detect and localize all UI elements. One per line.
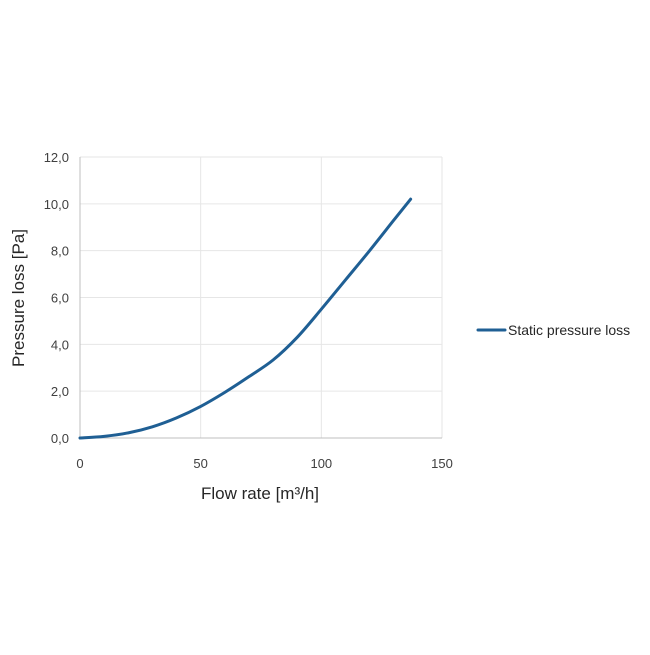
y-tick-label: 8,0: [51, 244, 69, 259]
y-tick-label: 6,0: [51, 291, 69, 306]
grid: [80, 156, 443, 438]
x-tick-label: 0: [76, 456, 83, 471]
series-group: [78, 197, 413, 440]
legend: Static pressure loss: [476, 322, 630, 338]
y-tick-label: 2,0: [51, 384, 69, 399]
x-tick-label: 100: [310, 456, 332, 471]
x-axis-title: Flow rate [m³/h]: [201, 484, 319, 503]
y-axis-title: Pressure loss [Pa]: [9, 229, 28, 367]
y-tick-label: 10,0: [44, 197, 69, 212]
y-tick-label: 4,0: [51, 337, 69, 352]
legend-label: Static pressure loss: [508, 322, 630, 338]
series-line-static-pressure-loss: [78, 197, 413, 440]
y-tick-label: 12,0: [44, 150, 69, 165]
x-tick-label: 150: [431, 456, 453, 471]
x-tick-label: 50: [193, 456, 207, 471]
axes: [79, 157, 442, 439]
tick-labels: 0,0 2,0 4,0 6,0 8,0 10,0 12,0 0 50 100 150: [44, 150, 453, 471]
y-tick-label: 0,0: [51, 431, 69, 446]
